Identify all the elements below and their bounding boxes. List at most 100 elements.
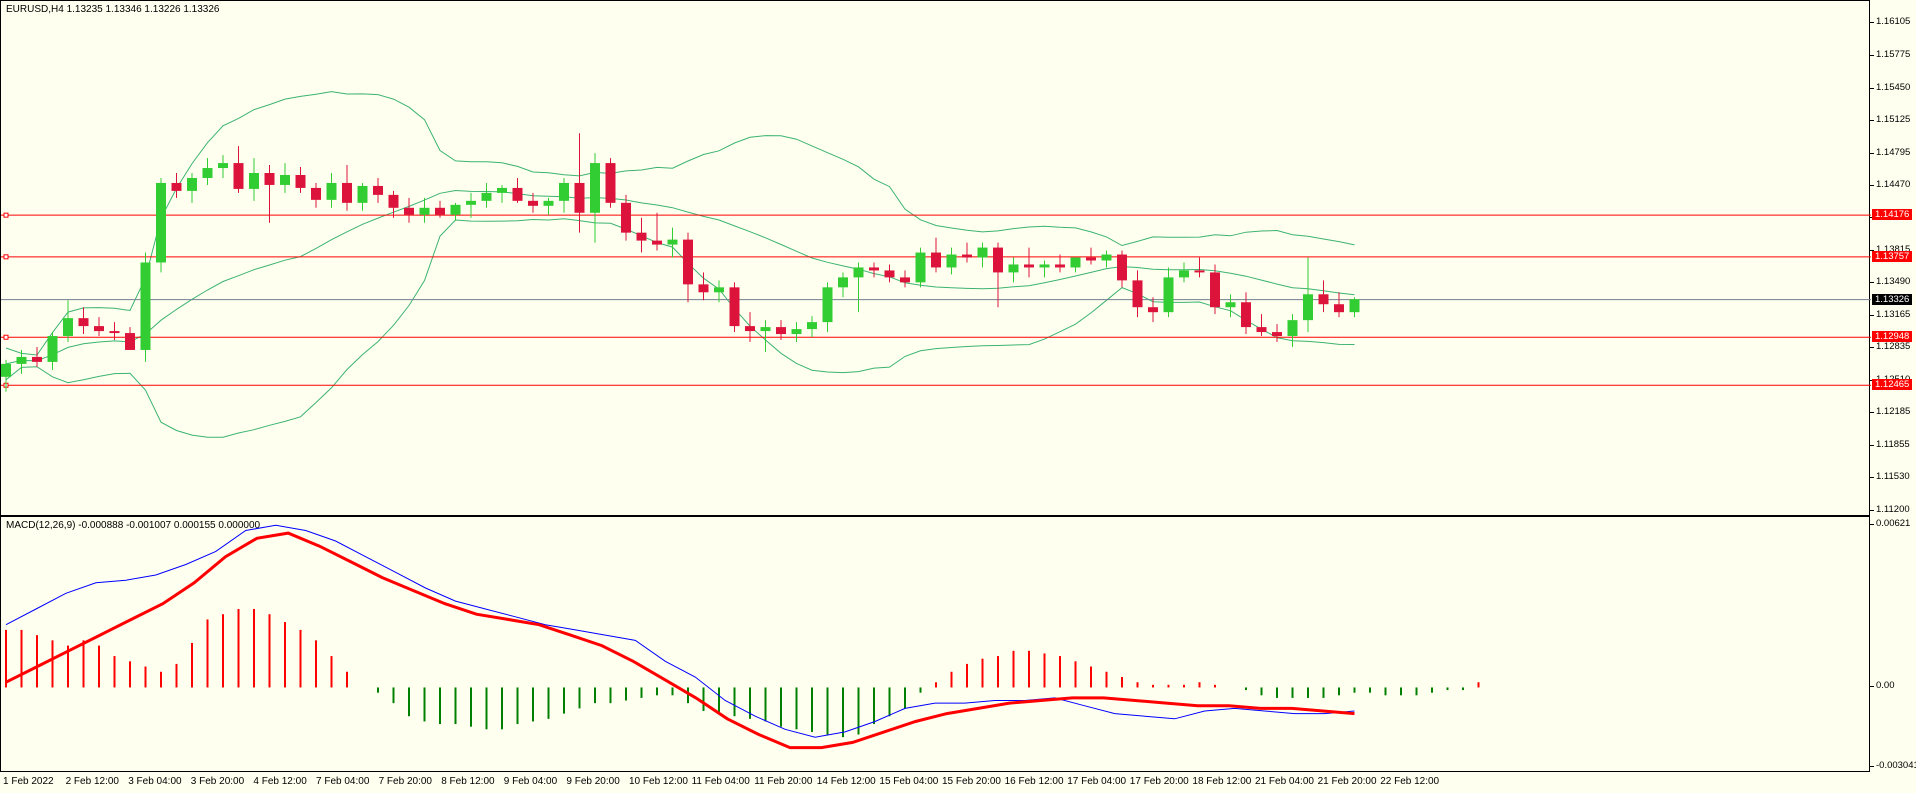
time-tick-label: 17 Feb 04:00: [1067, 776, 1127, 787]
candle-body: [745, 326, 755, 332]
candle-body: [435, 207, 445, 215]
price-tick-mark: [1870, 444, 1874, 446]
candle-body: [1179, 270, 1189, 278]
price-tick-label: 1.13815: [1876, 244, 1911, 256]
bollinger-mid-band: [5, 189, 1355, 365]
candle-body: [187, 177, 197, 191]
macd-tick-label: 0.00: [1876, 680, 1895, 692]
macd-tick-mark: [1870, 766, 1874, 767]
time-tick-label: 3 Feb 20:00: [190, 776, 245, 787]
price-tick-mark: [1870, 314, 1874, 316]
candle-body: [791, 329, 802, 335]
price-tick-label: 1.15775: [1876, 49, 1911, 61]
time-tick-label: 15 Feb 20:00: [942, 776, 1001, 787]
candle-body: [760, 327, 771, 332]
candle-body: [1303, 294, 1313, 321]
price-tick-label: 1.13490: [1876, 276, 1911, 288]
price-tick-mark: [1870, 119, 1874, 121]
candle-body: [466, 200, 476, 205]
symbol-header: EURUSD,H4 1.13235 1.13346 1.13226 1.1332…: [6, 4, 220, 15]
time-tick-label: 21 Feb 20:00: [1317, 776, 1377, 787]
candle-body: [32, 356, 42, 362]
time-axis[interactable]: 1 Feb 2022 2 Feb 12:00 3 Feb 04:00 3 Feb 20…: [0, 772, 1870, 793]
price-tick-mark: [1870, 282, 1874, 284]
macd-line: [5, 524, 1355, 738]
price-chart-pane[interactable]: EURUSD,H4 1.13235 1.13346 1.13226 1.1332…: [0, 0, 1871, 517]
candle-body: [869, 267, 879, 271]
price-tick-mark: [1870, 152, 1874, 154]
time-tick-label: 15 Feb 04:00: [879, 776, 939, 787]
candle-body: [125, 333, 135, 350]
level-price-tag: 1.13757: [1872, 250, 1913, 262]
candle-body: [1024, 264, 1034, 268]
candle-body: [822, 287, 833, 323]
candle-body: [1008, 264, 1019, 273]
time-tick-label: 22 Feb 12:00: [1380, 776, 1440, 787]
macd-pane[interactable]: MACD(12,26,9) -0.000888 -0.001007 0.0001…: [0, 516, 1870, 772]
candle-body: [590, 163, 600, 213]
level-price-tag: 1.14176: [1872, 209, 1913, 221]
level-anchor-handle: [3, 334, 9, 340]
candle-body: [326, 182, 337, 200]
candle-body: [1318, 294, 1329, 305]
price-tick-label: 1.12185: [1876, 406, 1911, 418]
time-tick-label: 7 Feb 04:00: [316, 776, 370, 787]
candle-body: [419, 207, 430, 215]
candle-body: [1132, 280, 1143, 308]
level-anchor-handle: [3, 254, 9, 260]
time-tick-label: 4 Feb 12:00: [253, 776, 307, 787]
price-tick-label: 1.13165: [1876, 308, 1911, 320]
price-axis[interactable]: 1.16105 1.15775 1.15450 1.15125 1.14795 1.144…: [1870, 0, 1916, 516]
candle-body: [450, 204, 461, 215]
candle-body: [63, 318, 73, 337]
price-tick-mark: [1870, 412, 1874, 414]
candle-body: [342, 182, 352, 203]
candle-body: [1039, 264, 1050, 268]
macd-tick-mark: [1870, 686, 1874, 688]
macd-tick-label: 0.00621: [1876, 518, 1911, 529]
candle-body: [512, 187, 523, 201]
candle-body: [481, 192, 492, 201]
candle-body: [807, 322, 817, 330]
candle-body: [47, 336, 58, 362]
price-tick-label: 1.12835: [1876, 341, 1911, 353]
candle-body: [838, 277, 848, 288]
macd-canvas[interactable]: [1, 517, 1871, 773]
candle-body: [528, 200, 538, 206]
candle-body: [853, 267, 864, 278]
price-tick-mark: [1870, 184, 1874, 186]
time-tick-label: 8 Feb 12:00: [441, 776, 495, 787]
price-tick-mark: [1870, 87, 1874, 89]
price-tick-label: 1.11530: [1876, 471, 1910, 483]
candle-body: [915, 252, 926, 283]
time-tick-label: 7 Feb 20:00: [378, 776, 432, 787]
current-price-tag: 1.13326: [1872, 293, 1913, 305]
candle-body: [16, 356, 27, 364]
time-tick-label: 14 Feb 12:00: [816, 776, 876, 787]
candle-body: [171, 182, 182, 191]
macd-header: MACD(12,26,9) -0.000888 -0.001007 0.0001…: [6, 520, 261, 531]
bollinger-upper-band: [5, 91, 1355, 356]
candle-body: [714, 287, 724, 293]
candle-body: [1, 363, 11, 377]
macd-axis[interactable]: 0.00621 0.00 -0.003041: [1870, 516, 1916, 772]
price-tick-mark: [1870, 510, 1874, 511]
candle-body: [1272, 332, 1282, 337]
candle-body: [946, 254, 957, 268]
level-anchor-handle: [3, 212, 9, 218]
candle-body: [1210, 272, 1220, 308]
macd-signal-line: [5, 531, 1355, 750]
candle-body: [962, 254, 972, 258]
price-chart-canvas[interactable]: [1, 1, 1871, 517]
price-tick-mark: [1870, 250, 1874, 252]
candle-body: [683, 239, 693, 285]
time-tick-label: 2 Feb 12:00: [65, 776, 119, 787]
candle-body: [404, 207, 414, 215]
candle-body: [621, 202, 631, 233]
macd-tick-mark: [1870, 524, 1874, 525]
candle-body: [1241, 302, 1251, 328]
candle-body: [1194, 270, 1205, 273]
candle-body: [218, 163, 228, 169]
price-tick-label: 1.14795: [1876, 146, 1911, 158]
